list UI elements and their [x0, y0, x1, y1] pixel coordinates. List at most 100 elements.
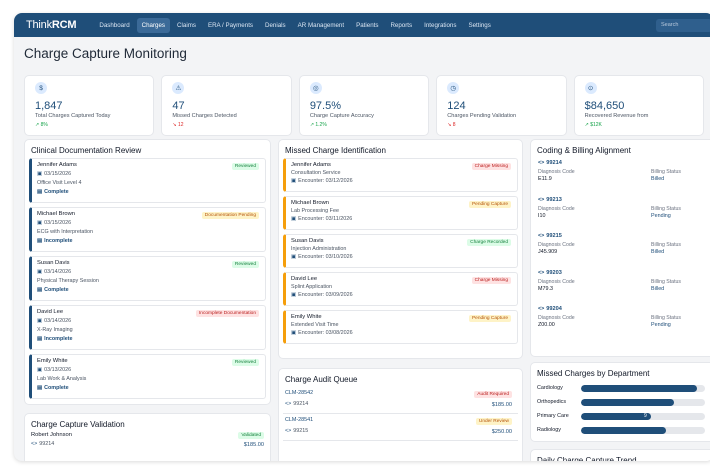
kpi-card: $ 1,847 Total Charges Captured Today ↗ 8… — [24, 75, 155, 136]
coding-billing-panel: Coding & Billing Alignment <> 99214 Diagn… — [530, 139, 710, 357]
code-icon: <> — [538, 233, 545, 239]
missed-charge-card[interactable]: Emily White Pending Capture Extended Vis… — [283, 310, 518, 344]
kpi-card: ⊙ $84,650 Recovered Revenue from ↗ $12K — [573, 75, 705, 136]
coding-row[interactable]: <> 99213 Diagnosis Code I10 Billing Statu… — [538, 196, 681, 219]
panel-title: Coding & Billing Alignment — [537, 146, 631, 155]
coding-row[interactable]: <> 99214 Diagnosis Code E11.9 Billing Sta… — [538, 160, 681, 182]
revenue-icon: ⊙ — [584, 82, 597, 94]
status-badge: Reviewed — [231, 163, 259, 170]
status-badge: Charge Missing — [471, 163, 511, 170]
kpi-trend: ↗ $12K — [584, 122, 602, 128]
kpi-trend: ↗ 1.2% — [309, 122, 327, 128]
nav-reports[interactable]: Reports — [390, 21, 413, 29]
kpi-trend: ↘ 12 — [172, 122, 184, 128]
nav-dashboard[interactable]: Dashboard — [99, 21, 130, 29]
audit-queue-panel: Charge Audit Queue CLM-28542 Audit Requi… — [278, 368, 523, 461]
calendar-icon: ▣ — [291, 330, 297, 336]
kpi-label: Charges Pending Validation — [447, 113, 517, 119]
bar-fill — [581, 398, 674, 406]
bar-fill — [581, 426, 667, 434]
kpi-card: ◷ 124 Charges Pending Validation ↘ 8 — [436, 75, 567, 136]
document-icon: ▤ — [37, 287, 43, 293]
document-icon: ▤ — [37, 385, 43, 391]
audit-row[interactable]: CLM-28542 Audit Required <> 99214 $185.00 — [283, 387, 518, 414]
review-card[interactable]: Michael Brown Documentation Pending ▣ 03/… — [29, 207, 266, 252]
calendar-icon: ▣ — [291, 216, 297, 222]
missed-charge-card[interactable]: Michael Brown Pending Capture Lab Proces… — [283, 196, 518, 230]
missed-charge-panel: Missed Charge Identification Jennifer Ad… — [278, 139, 523, 359]
status-badge: Documentation Pending — [201, 212, 259, 219]
bar-fill — [581, 384, 698, 392]
status-badge: Pending Capture — [468, 201, 511, 208]
status-badge: Pending Capture — [468, 315, 511, 322]
status-badge: Charge Missing — [471, 277, 511, 284]
review-card[interactable]: Jennifer Adams Reviewed ▣ 03/15/2026 Offi… — [29, 158, 266, 203]
document-icon: ▤ — [37, 336, 43, 342]
validation-panel: Charge Capture Validation Robert Johnson… — [24, 413, 271, 461]
kpi-label: Recovered Revenue from — [584, 113, 649, 119]
dept-row: Primary Care 9 — [537, 409, 710, 423]
target-icon: ◎ — [309, 82, 322, 94]
kpi-label: Missed Charges Detected — [172, 113, 237, 119]
kpi-row: $ 1,847 Total Charges Captured Today ↗ 8… — [14, 75, 710, 136]
search-input[interactable]: Search — [656, 18, 710, 32]
missed-charge-card[interactable]: Jennifer Adams Charge Missing Consultati… — [283, 158, 518, 192]
calendar-icon: ▣ — [37, 269, 43, 275]
kpi-value: 47 — [172, 100, 185, 112]
dollar-icon: $ — [35, 82, 47, 94]
logo[interactable]: ThinkRCM — [26, 19, 77, 31]
bar-track — [581, 398, 705, 406]
panel-title: Charge Audit Queue — [285, 375, 358, 384]
kpi-card: ⚠ 47 Missed Charges Detected ↘ 12 — [161, 75, 292, 136]
code-icon: <> — [538, 196, 545, 203]
kpi-label: Charge Capture Accuracy — [309, 113, 374, 119]
panel-title: Charge Capture Validation — [31, 420, 125, 429]
code-icon: <> — [538, 269, 545, 276]
calendar-icon: ▣ — [37, 367, 43, 373]
calendar-icon: ▣ — [37, 318, 43, 324]
bar-track — [581, 426, 705, 434]
status-badge: Charge Recorded — [467, 239, 511, 246]
code-icon: <> — [538, 160, 545, 166]
calendar-icon: ▣ — [291, 292, 297, 298]
validation-row[interactable]: Robert Johnson Validated <> 99214 $185.00 — [31, 432, 264, 448]
coding-row[interactable]: <> 99204 Diagnosis Code Z00.00 Billing St… — [538, 306, 681, 328]
kpi-card: ◎ 97.5% Charge Capture Accuracy ↗ 1.2% — [298, 75, 430, 136]
nav-charges[interactable]: Charges — [136, 17, 171, 33]
document-icon: ▤ — [37, 189, 43, 195]
coding-row[interactable]: <> 99203 Diagnosis Code M79.3 Billing Sta… — [538, 269, 681, 292]
missed-charge-card[interactable]: David Lee Charge Missing Splint Applicat… — [283, 272, 518, 306]
panel-title: Daily Charge Capture Trend — [537, 456, 637, 461]
panel-title: Clinical Documentation Review — [31, 146, 142, 155]
missed-charge-card[interactable]: Susan Davis Charge Recorded Injection Ad… — [283, 234, 518, 268]
clinical-review-panel: Clinical Documentation Review Jennifer A… — [24, 139, 271, 405]
nav-era-payments[interactable]: ERA / Payments — [207, 21, 254, 29]
nav-menu: Dashboard Charges Claims ERA / Payments … — [94, 17, 495, 33]
code-icon: <> — [285, 401, 292, 407]
review-card[interactable]: Susan Davis Reviewed ▣ 03/14/2026 Physica… — [29, 256, 266, 301]
status-badge: Audit Required — [474, 391, 512, 398]
bar-fill: 9 — [581, 412, 651, 420]
panel-title: Missed Charge Identification — [285, 146, 386, 155]
bar-track — [581, 384, 705, 392]
nav-integrations[interactable]: Integrations — [424, 21, 457, 29]
nav-claims[interactable]: Claims — [177, 21, 196, 29]
calendar-icon: ▣ — [37, 220, 43, 226]
nav-patients[interactable]: Patients — [356, 21, 379, 29]
kpi-value: $84,650 — [584, 100, 625, 112]
code-icon: <> — [538, 306, 545, 312]
nav-denials[interactable]: Denials — [265, 21, 286, 29]
coding-row[interactable]: <> 99215 Diagnosis Code J45.909 Billing S… — [538, 233, 681, 255]
kpi-value: 124 — [447, 100, 466, 112]
top-nav: ThinkRCM Dashboard Charges Claims ERA / … — [14, 13, 710, 37]
audit-row[interactable]: CLM-28541 Under Review <> 99215 $250.00 — [283, 414, 518, 441]
review-card[interactable]: Emily White Reviewed ▣ 03/13/2026 Lab Wor… — [29, 354, 266, 399]
status-badge: Reviewed — [231, 359, 259, 366]
page-title: Charge Capture Monitoring — [24, 46, 187, 61]
nav-settings[interactable]: Settings — [468, 21, 491, 29]
nav-ar-management[interactable]: AR Management — [297, 21, 345, 29]
calendar-icon: ▣ — [37, 171, 43, 177]
warning-icon: ⚠ — [172, 82, 185, 94]
review-card[interactable]: David Lee Incomplete Documentation ▣ 03/1… — [29, 305, 266, 350]
clock-icon: ◷ — [447, 82, 460, 94]
